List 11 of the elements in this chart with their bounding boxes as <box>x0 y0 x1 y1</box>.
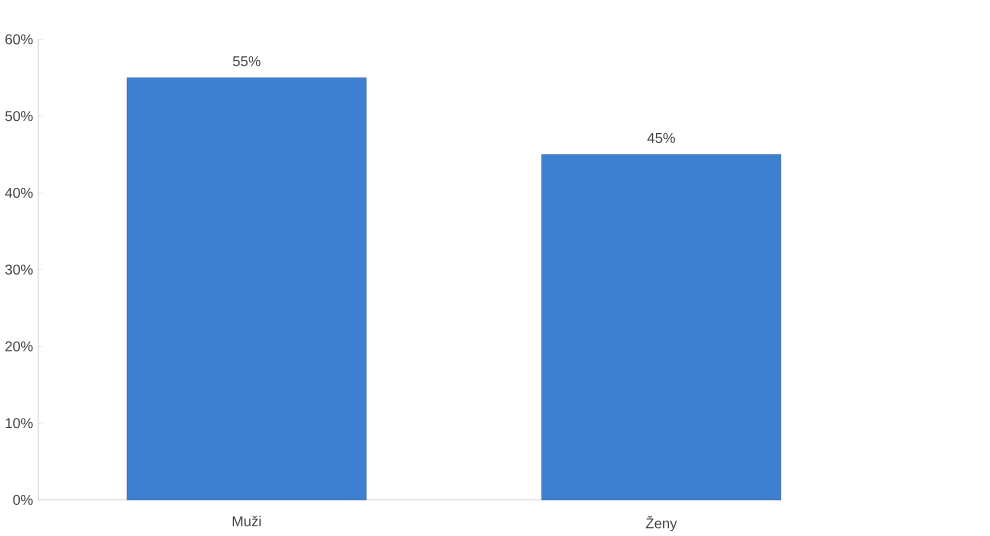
y-tick-label: 40% <box>5 188 33 198</box>
data-label: 55% <box>233 56 260 66</box>
y-tick-label: 30% <box>5 264 33 275</box>
x-tick-label: Muži <box>232 516 261 526</box>
x-tick-label: Ženy <box>646 516 678 532</box>
y-tick-label: 50% <box>5 111 33 122</box>
data-label: 45% <box>647 133 675 144</box>
y-tick-label: 0% <box>13 494 33 505</box>
y-tick-label: 20% <box>5 341 33 352</box>
y-tick-label: 10% <box>6 418 33 428</box>
y-tick-label: 60% <box>5 34 33 44</box>
